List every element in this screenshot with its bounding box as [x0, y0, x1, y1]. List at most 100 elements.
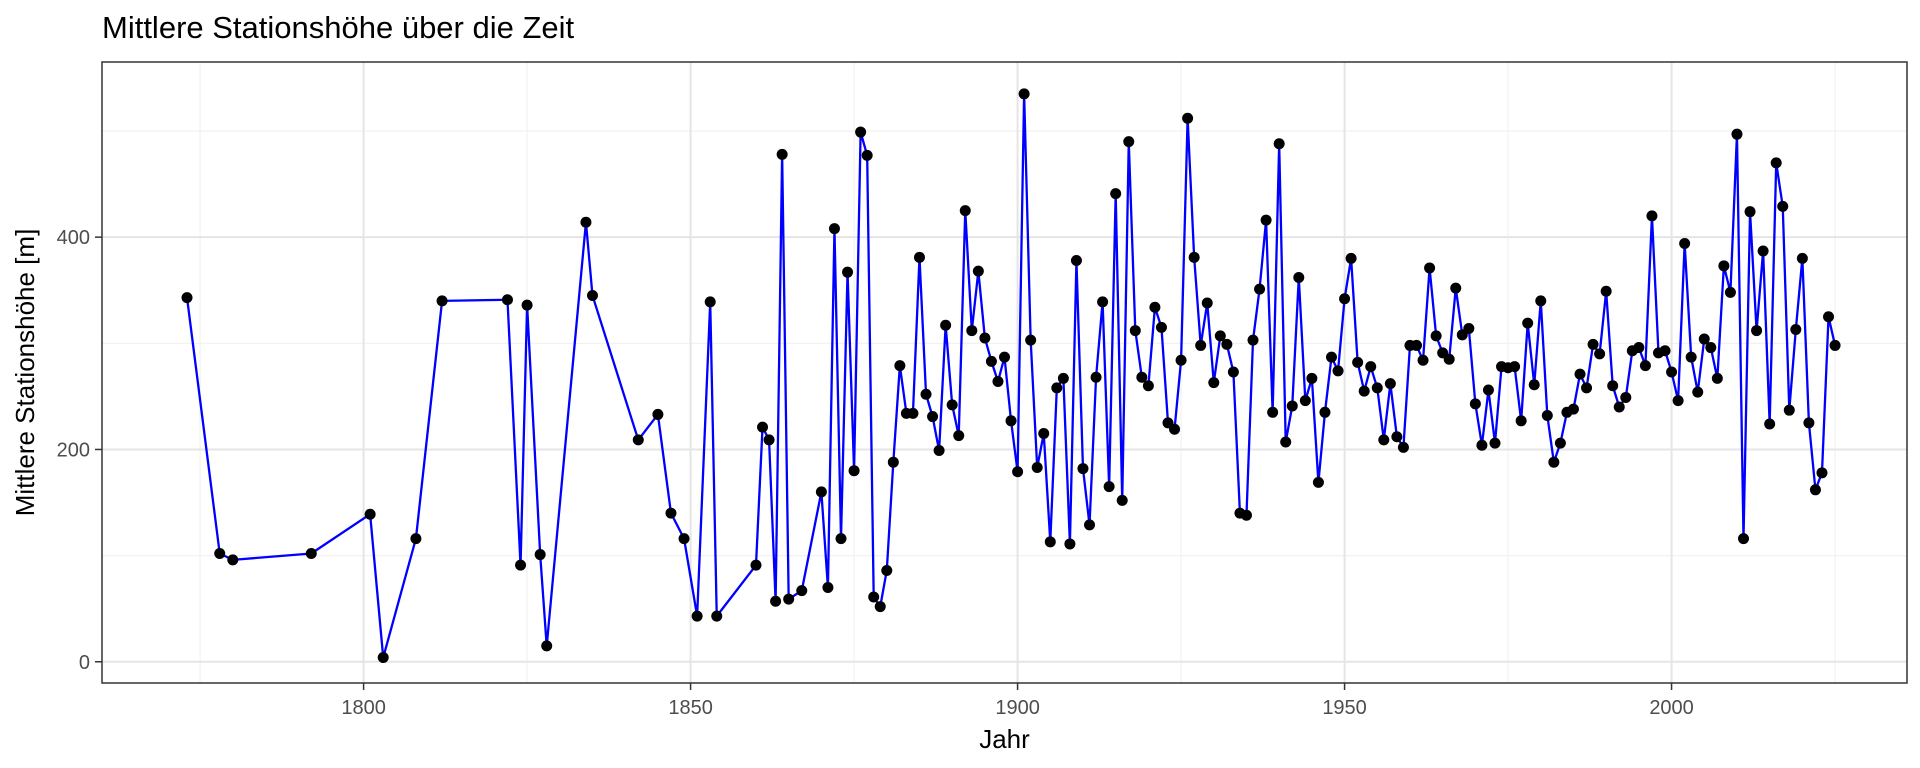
y-tick-label: 0 [79, 652, 90, 674]
data-point [1515, 415, 1527, 427]
data-point [1339, 293, 1351, 305]
data-point [1070, 255, 1082, 267]
data-point [1666, 366, 1678, 378]
data-point [842, 266, 854, 278]
data-point [1149, 301, 1161, 313]
data-point [1142, 380, 1154, 392]
data-point [1469, 398, 1481, 410]
data-point [181, 292, 193, 304]
data-point [1751, 325, 1763, 337]
data-point [828, 223, 840, 235]
data-point [1777, 200, 1789, 212]
data-point [1129, 325, 1141, 337]
panel-border [101, 61, 1908, 684]
data-point [966, 325, 978, 337]
data-point [1548, 456, 1560, 468]
data-point [1175, 354, 1187, 366]
data-point [1424, 262, 1436, 274]
series-line-group [185, 92, 1837, 659]
series-line [185, 92, 1837, 659]
data-point [1685, 351, 1697, 363]
y-axis: 0 200 400 [57, 227, 102, 674]
data-point [1195, 339, 1207, 351]
data-point [757, 421, 769, 433]
data-point [770, 595, 782, 607]
data-point [1345, 252, 1357, 264]
data-point [1659, 345, 1671, 357]
data-point [1764, 418, 1776, 430]
x-tick-label: 1950 [1322, 697, 1367, 719]
y-tick-label: 400 [57, 227, 90, 249]
data-point [1221, 338, 1233, 350]
data-point [1332, 365, 1344, 377]
data-point [1084, 519, 1096, 531]
data-point [1247, 334, 1259, 346]
data-point [1816, 467, 1828, 479]
data-point [835, 533, 847, 545]
data-point [1286, 400, 1298, 412]
data-point [874, 601, 886, 613]
x-axis-title: Jahr [979, 724, 1030, 754]
data-point [1541, 409, 1553, 421]
data-point [632, 434, 644, 446]
data-point [868, 591, 880, 603]
data-point [1169, 423, 1181, 435]
data-point [1672, 395, 1684, 407]
data-point [1620, 391, 1632, 403]
data-point [1378, 434, 1390, 446]
data-point [1567, 403, 1579, 415]
x-tick-label: 1800 [341, 697, 386, 719]
data-point [1057, 372, 1069, 384]
data-point [1600, 285, 1612, 297]
data-point [1182, 112, 1194, 124]
data-point [1646, 210, 1658, 222]
data-point [1227, 366, 1239, 378]
data-point [1738, 533, 1750, 545]
data-point [1443, 353, 1455, 365]
data-point [907, 407, 919, 419]
data-point [1829, 339, 1841, 351]
data-point [881, 564, 893, 576]
data-point [1260, 214, 1272, 226]
data-point [1214, 330, 1226, 342]
data-point [1097, 296, 1109, 308]
data-point [1136, 371, 1148, 383]
data-point [894, 360, 906, 372]
data-point [1371, 382, 1383, 394]
data-point [515, 559, 527, 571]
data-point [1116, 494, 1128, 506]
data-point [652, 408, 664, 420]
data-point [1744, 206, 1756, 218]
data-point [1312, 476, 1324, 488]
data-point [1038, 428, 1050, 440]
data-point [1594, 348, 1606, 360]
data-point [927, 411, 939, 423]
data-point [1267, 406, 1279, 418]
data-point [920, 388, 932, 400]
data-point [586, 290, 598, 302]
data-point [1325, 351, 1337, 363]
data-point [992, 376, 1004, 388]
data-point [796, 585, 808, 597]
data-point [1018, 88, 1030, 100]
x-axis: 1800 1850 1900 1950 2000 [341, 683, 1694, 719]
data-point [1679, 238, 1691, 250]
x-tick-label: 1850 [668, 697, 713, 719]
data-point [1783, 404, 1795, 416]
data-point [972, 265, 984, 277]
data-point [1633, 342, 1645, 354]
data-point [1064, 538, 1076, 550]
data-point [1607, 380, 1619, 392]
data-points [181, 88, 1841, 664]
data-point [1639, 360, 1651, 372]
data-point [750, 559, 762, 571]
data-point [913, 251, 925, 263]
data-point [1770, 157, 1782, 169]
data-point [1554, 437, 1566, 449]
data-point [1522, 317, 1534, 329]
data-point [1718, 260, 1730, 272]
data-point [1391, 431, 1403, 443]
data-point [1319, 406, 1331, 418]
data-point [377, 652, 389, 664]
